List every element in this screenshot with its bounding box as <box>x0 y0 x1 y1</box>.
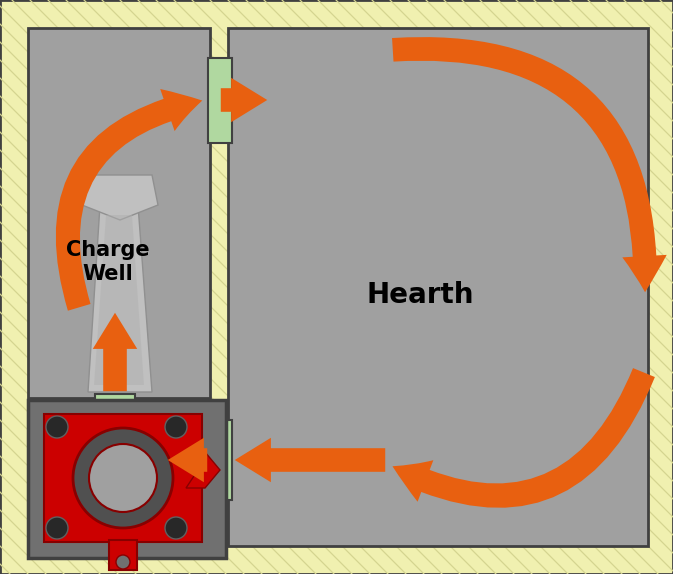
Bar <box>228 28 648 546</box>
Polygon shape <box>186 452 220 488</box>
Bar <box>28 400 226 558</box>
FancyArrowPatch shape <box>93 313 137 391</box>
FancyArrowPatch shape <box>168 438 207 482</box>
Text: Hearth: Hearth <box>366 281 474 309</box>
Polygon shape <box>88 205 152 392</box>
FancyArrowPatch shape <box>392 368 655 508</box>
Bar <box>109 540 137 570</box>
Circle shape <box>46 517 68 539</box>
Bar <box>208 420 232 500</box>
Circle shape <box>116 555 130 569</box>
Bar <box>208 58 232 143</box>
FancyArrowPatch shape <box>221 78 267 122</box>
Circle shape <box>46 416 68 438</box>
FancyArrowPatch shape <box>392 37 667 292</box>
Bar <box>95 394 135 414</box>
FancyArrowPatch shape <box>235 438 385 482</box>
Polygon shape <box>82 175 158 220</box>
Circle shape <box>165 416 187 438</box>
FancyArrowPatch shape <box>56 89 203 311</box>
Bar <box>28 28 210 398</box>
Text: Charge
Well: Charge Well <box>66 239 150 284</box>
Bar <box>44 414 202 542</box>
Circle shape <box>165 517 187 539</box>
Polygon shape <box>94 215 144 385</box>
Circle shape <box>73 428 173 528</box>
Circle shape <box>89 444 157 512</box>
